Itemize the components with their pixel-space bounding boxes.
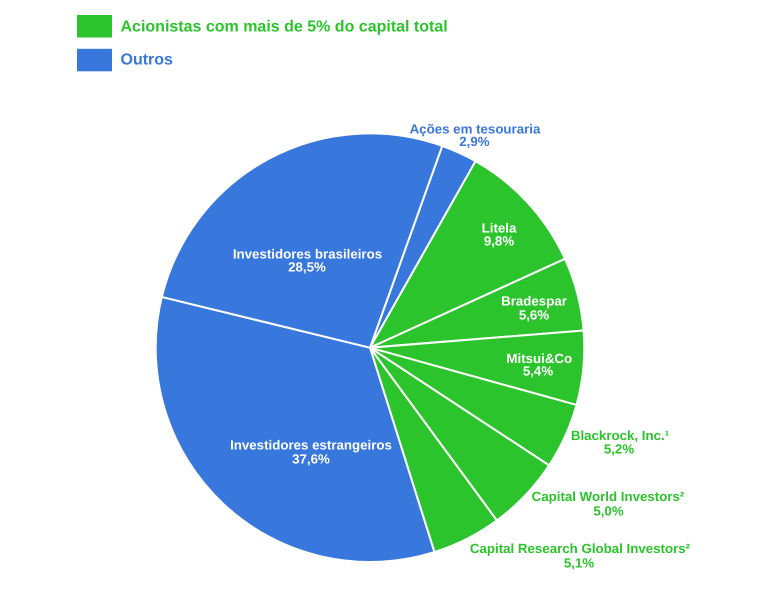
svg-text:Outros: Outros	[121, 51, 174, 68]
svg-text:Investidores brasileiros: Investidores brasileiros	[233, 247, 382, 262]
svg-text:Litela: Litela	[482, 221, 517, 236]
svg-text:Bradespar: Bradespar	[501, 294, 567, 309]
svg-text:Capital World Investors²: Capital World Investors²	[532, 489, 685, 504]
svg-text:Acionistas com mais de 5% do c: Acionistas com mais de 5% do capital tot…	[121, 18, 448, 35]
svg-text:5,0%: 5,0%	[593, 504, 623, 519]
svg-text:5,6%: 5,6%	[519, 308, 549, 323]
svg-text:Capital Research Global Invest: Capital Research Global Investors²	[470, 541, 691, 556]
svg-text:5,4%: 5,4%	[523, 364, 553, 379]
svg-text:Blackrock, Inc.¹: Blackrock, Inc.¹	[571, 428, 670, 443]
svg-text:5,1%: 5,1%	[564, 556, 594, 571]
svg-text:28,5%: 28,5%	[288, 260, 326, 275]
svg-text:5,2%: 5,2%	[604, 442, 634, 457]
svg-text:Investidores estrangeiros: Investidores estrangeiros	[230, 438, 392, 453]
svg-text:Ações em tesouraria: Ações em tesouraria	[410, 122, 541, 137]
svg-text:9,8%: 9,8%	[484, 234, 514, 249]
svg-text:37,6%: 37,6%	[292, 451, 330, 466]
svg-text:2,9%: 2,9%	[459, 134, 489, 149]
svg-text:Mitsui&Co: Mitsui&Co	[506, 351, 572, 366]
